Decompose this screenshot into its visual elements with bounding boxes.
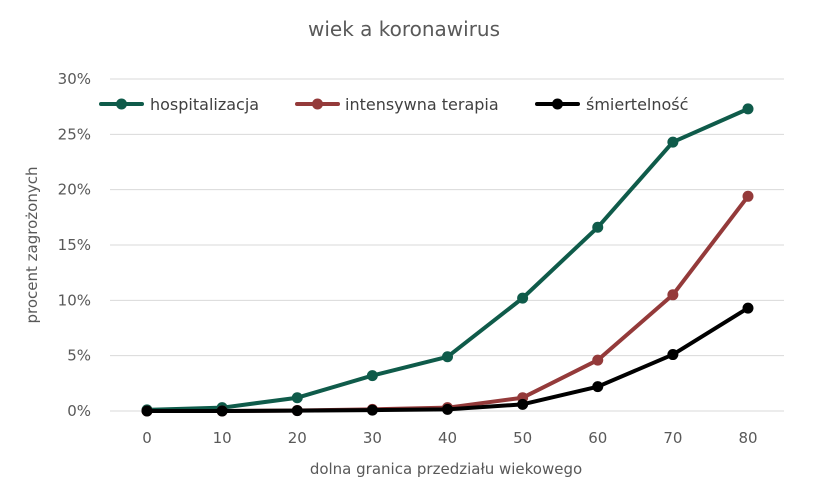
data-point <box>592 221 604 233</box>
chart-title: wiek a koronawirus <box>308 17 500 41</box>
data-point <box>742 302 754 314</box>
series-layer <box>141 103 754 417</box>
data-point <box>141 405 153 417</box>
series-2 <box>141 190 754 417</box>
legend-marker <box>312 98 323 110</box>
y-axis-ticks: 0% 5% 10% 15% 20% 25% 30% <box>58 70 91 420</box>
data-point <box>216 405 228 417</box>
data-point <box>517 292 529 304</box>
x-tick-label: 10 <box>213 429 232 447</box>
y-axis-label: procent zagrożonych <box>23 167 41 324</box>
x-axis-ticks: 0 10 20 30 40 50 60 70 80 <box>142 429 757 447</box>
y-tick-label: 5% <box>67 347 91 365</box>
legend: hospitalizacja intensywna terapia śmiertel… <box>99 95 688 114</box>
gridlines <box>110 78 784 412</box>
x-tick-label: 40 <box>438 429 457 447</box>
data-point <box>592 381 604 393</box>
data-point <box>291 392 303 404</box>
data-point <box>366 370 378 382</box>
data-point <box>442 351 453 363</box>
series-3 <box>141 302 754 417</box>
data-point <box>742 190 754 202</box>
x-tick-label: 20 <box>288 429 307 447</box>
data-point <box>366 404 378 416</box>
legend-item: intensywna terapia <box>295 95 499 114</box>
series-line <box>145 106 750 412</box>
data-point <box>592 354 604 366</box>
y-tick-label: 20% <box>58 181 91 199</box>
data-point <box>667 349 679 361</box>
legend-label: śmiertelność <box>586 95 688 114</box>
series-1 <box>141 103 754 416</box>
y-tick-label: 0% <box>67 402 91 420</box>
data-point <box>442 403 453 415</box>
x-tick-label: 50 <box>513 429 532 447</box>
x-tick-label: 60 <box>588 429 607 447</box>
x-tick-label: 70 <box>663 429 682 447</box>
y-tick-label: 30% <box>58 70 91 88</box>
data-point <box>667 136 679 148</box>
y-tick-label: 25% <box>58 125 91 143</box>
y-tick-label: 10% <box>58 291 91 309</box>
x-tick-label: 0 <box>142 429 152 447</box>
legend-label: hospitalizacja <box>150 95 259 114</box>
series-line <box>145 194 750 413</box>
x-axis-label: dolna granica przedziału wiekowego <box>310 460 582 478</box>
x-tick-label: 30 <box>363 429 382 447</box>
legend-item: śmiertelność <box>535 95 688 114</box>
legend-item: hospitalizacja <box>99 95 259 114</box>
x-tick-label: 80 <box>738 429 757 447</box>
data-point <box>291 405 303 417</box>
data-point <box>667 289 679 301</box>
legend-marker <box>552 98 563 110</box>
y-tick-label: 15% <box>58 236 91 254</box>
data-point <box>517 398 529 410</box>
legend-marker <box>116 98 127 110</box>
legend-label: intensywna terapia <box>345 95 499 114</box>
data-point <box>742 103 754 115</box>
